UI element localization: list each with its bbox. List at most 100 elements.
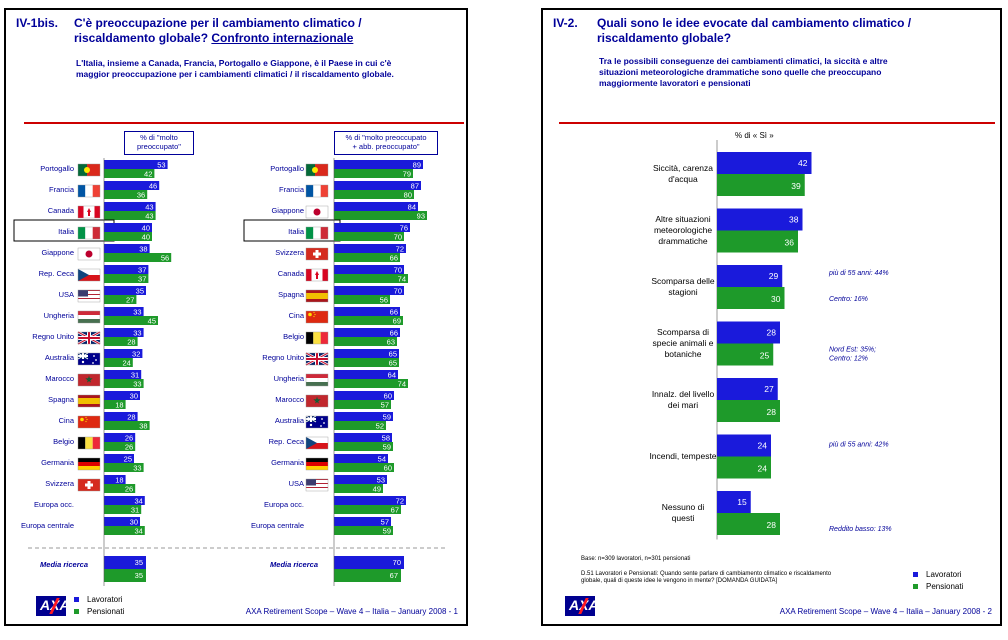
subtitle-line-2: maggior preoccupazione per i cambiamenti…	[76, 69, 394, 79]
bar-workers	[334, 286, 404, 295]
bar-retirees	[104, 484, 136, 493]
evoked-ideas-chart: Siccità, carenza d'acqua 42 39 Altre situazi…	[649, 140, 892, 540]
axa-logo: AXA	[36, 596, 70, 616]
flag-ca-icon	[77, 205, 101, 219]
bar-workers	[334, 496, 406, 505]
country-label: Europa centrale	[251, 521, 304, 530]
value-label-retirees: 37	[138, 275, 146, 284]
slide-code: IV-1bis.	[16, 16, 59, 30]
bar-workers	[334, 433, 392, 442]
bar-retirees	[334, 505, 401, 514]
category-label-line: drammatiche	[658, 236, 707, 246]
value-label-workers: 33	[133, 329, 141, 338]
bar-retirees	[104, 379, 144, 388]
value-label-workers: 28	[127, 413, 135, 422]
slide-code: IV-2.	[553, 16, 578, 30]
average-value-workers: 70	[393, 558, 401, 567]
average-label: Media ricerca	[270, 560, 318, 569]
red-divider	[559, 122, 995, 124]
country-label: Regno Unito	[262, 353, 304, 362]
category-label: Incendi, tempeste	[649, 451, 716, 461]
category-label-line: dei mari	[668, 400, 698, 410]
slide-evoked-ideas: IV-2. Quali sono le idee evocate dal cam…	[541, 8, 1002, 626]
country-label: Ungheria	[44, 311, 75, 320]
value-label-retirees: 25	[760, 351, 770, 361]
bar-retirees	[104, 526, 145, 535]
flag-pt-icon	[77, 163, 101, 177]
bar-retirees	[104, 169, 155, 178]
slide-international-comparison: IV-1bis. C'è preoccupazione per il cambi…	[4, 8, 468, 626]
value-label-workers: 37	[138, 266, 146, 275]
bar-retirees	[104, 295, 137, 304]
flag-ch-icon	[77, 478, 101, 492]
country-label: Canada	[278, 269, 305, 278]
bar-retirees	[717, 513, 780, 535]
value-label-workers: 31	[131, 371, 139, 380]
bar-workers	[104, 307, 144, 316]
value-label-retirees: 24	[758, 464, 768, 474]
country-label: Germania	[271, 458, 305, 467]
bar-retirees	[104, 190, 148, 199]
flag-fr-icon	[305, 184, 329, 198]
subtitle-line-2: situazioni meteorologiche drammatiche so…	[599, 67, 882, 77]
bar-retirees	[104, 463, 144, 472]
country-label: Regno Unito	[32, 332, 74, 341]
country-label: Italia	[58, 227, 75, 236]
value-label-retirees: 65	[389, 359, 397, 368]
right-header-line-2: + abb. preoccupato"	[352, 142, 420, 151]
country-label: USA	[59, 290, 74, 299]
bar-workers	[334, 391, 394, 400]
value-label-workers: 89	[413, 161, 421, 170]
percent-yes-label: % di « Sì »	[735, 131, 774, 140]
legend-workers-swatch	[74, 597, 79, 603]
flag-us-icon	[77, 289, 101, 303]
bar-retirees	[104, 421, 150, 430]
country-label: Marocco	[275, 395, 304, 404]
bar-retirees	[104, 505, 142, 514]
value-label-retirees: 26	[125, 485, 133, 494]
bar-retirees	[334, 526, 393, 535]
question-note-line-1: D.51 Lavoratori e Pensionati: Quando sen…	[581, 571, 832, 577]
country-label: USA	[289, 479, 304, 488]
value-label-workers: 27	[764, 384, 774, 394]
side-note: Centro: 12%	[829, 356, 868, 363]
value-label-workers: 58	[382, 434, 390, 443]
flag-pt-icon	[305, 163, 329, 177]
value-label-retirees: 63	[387, 338, 395, 347]
value-label-workers: 40	[142, 224, 150, 233]
bar-retirees	[717, 174, 805, 196]
value-label-retirees: 67	[391, 506, 399, 515]
title-underlined-text: Confronto internazionale	[211, 31, 354, 45]
value-label-retirees: 27	[126, 296, 134, 305]
value-label-workers: 29	[769, 271, 779, 281]
category-label-line: meteorologiche	[654, 225, 712, 235]
flag-hu-icon	[77, 310, 101, 324]
value-label-workers: 53	[377, 476, 385, 485]
category-label-line: Nessuno di	[662, 502, 705, 512]
category-label-line: Incendi, tempeste	[649, 451, 716, 461]
left-chart-header: % di "molto preoccupato"	[124, 131, 194, 155]
flag-cn-icon	[305, 310, 329, 324]
bar-workers	[334, 202, 418, 211]
bar-workers	[334, 370, 398, 379]
value-label-workers: 46	[149, 182, 157, 191]
value-label-retirees: 45	[148, 317, 156, 326]
bar-workers	[717, 208, 803, 231]
country-label: Cina	[59, 416, 75, 425]
bar-retirees	[334, 400, 391, 409]
title-line-2: riscaldamento globale?	[597, 31, 732, 45]
flag-us-icon	[305, 478, 329, 492]
bar-workers	[717, 321, 780, 344]
flag-ca-icon	[305, 268, 329, 282]
category-label-line: Siccità, carenza	[653, 163, 713, 173]
value-label-workers: 25	[124, 455, 132, 464]
category-label-line: Altre situazioni	[655, 214, 710, 224]
average-bar-retirees	[334, 569, 401, 582]
legend-retirees-swatch	[913, 584, 918, 590]
value-label-workers: 54	[378, 455, 386, 464]
value-label-workers: 42	[798, 158, 808, 168]
value-label-workers: 30	[130, 392, 138, 401]
axa-logo: AXA	[565, 596, 599, 616]
value-label-workers: 76	[400, 224, 408, 233]
value-label-workers: 34	[134, 497, 142, 506]
